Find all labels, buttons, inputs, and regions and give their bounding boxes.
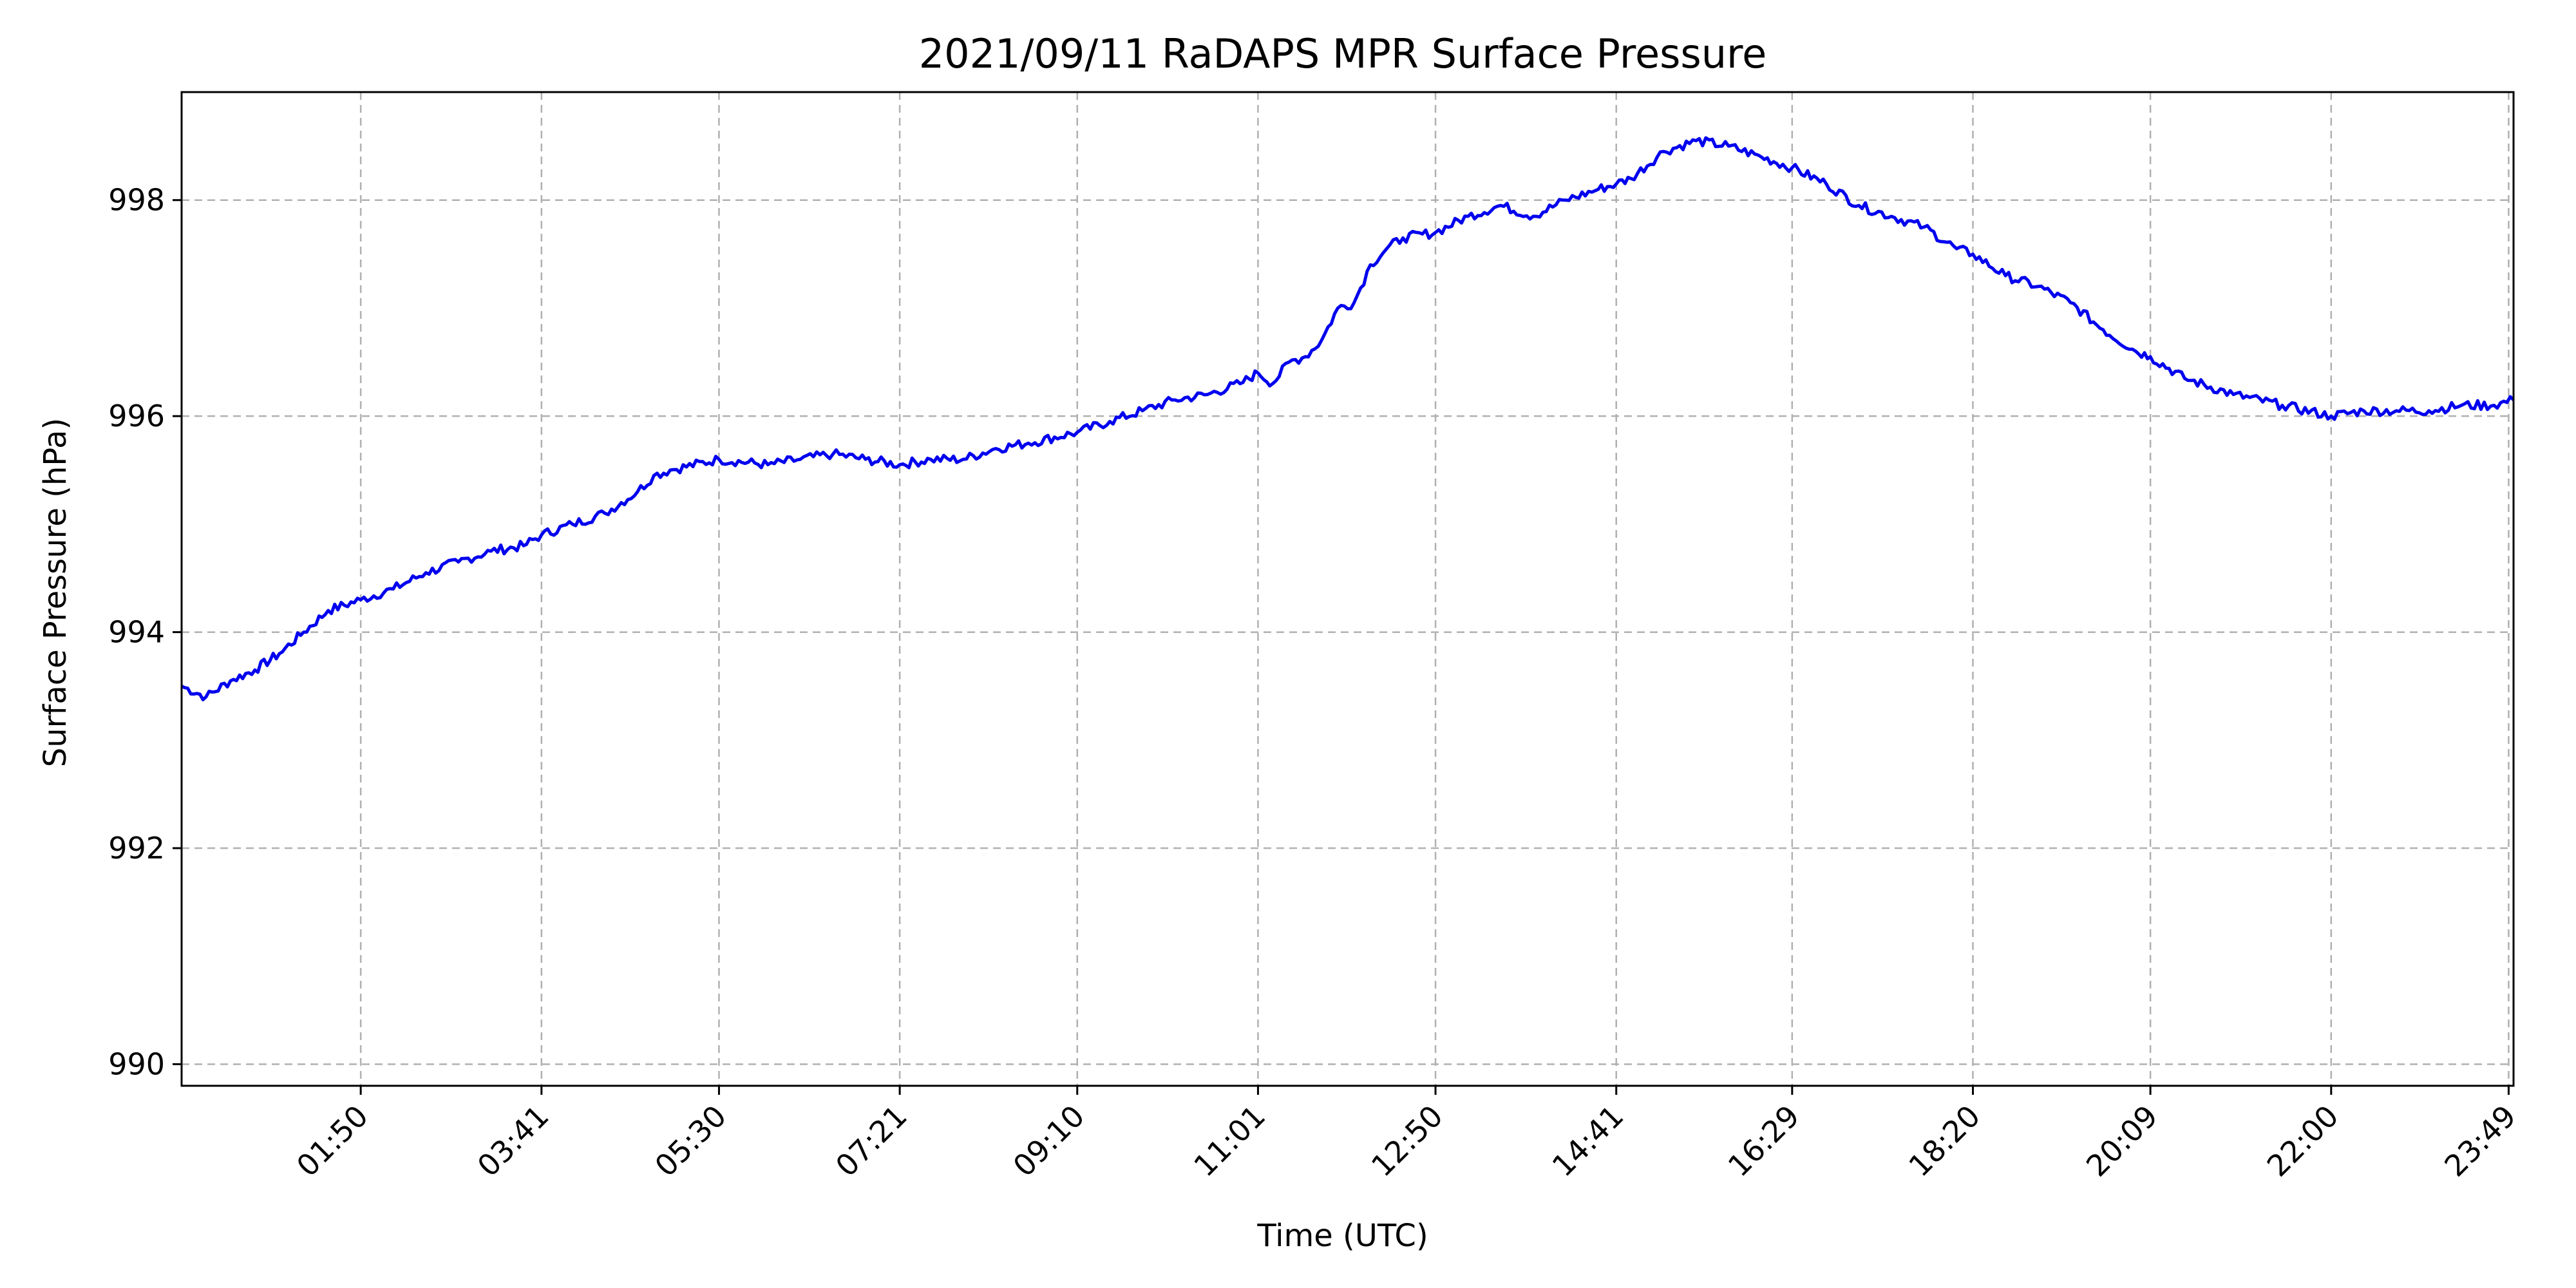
x-tick-label: 16:29 (1721, 1099, 1806, 1184)
x-tick-label: 09:10 (1007, 1099, 1092, 1184)
series-layer (180, 136, 2515, 701)
chart-title: 2021/09/11 RaDAPS MPR Surface Pressure (919, 30, 1767, 77)
x-tick-label: 18:20 (1902, 1099, 1987, 1184)
plot-area-frame (180, 91, 2515, 1087)
x-tick-label: 20:09 (2079, 1099, 2164, 1184)
y-axis-label: Surface Pressure (hPa) (37, 418, 73, 767)
axis-ticks: 990 992 994 996 998 01:50 03:41 05:30 07:21 09:10… (108, 183, 2523, 1184)
x-tick-label: 03:41 (471, 1099, 556, 1184)
x-tick-label: 23:49 (2438, 1099, 2523, 1184)
x-tick-label: 12:50 (1365, 1099, 1450, 1184)
y-tick-label: 998 (108, 183, 165, 218)
series-line (180, 136, 2515, 701)
x-axis-label: Time (UTC) (1256, 1218, 1428, 1254)
x-tick-label: 11:01 (1187, 1099, 1272, 1184)
grid-lines (182, 92, 2514, 1086)
x-tick-label: 07:21 (829, 1099, 914, 1184)
y-tick-label: 992 (108, 831, 165, 866)
y-tick-label: 994 (108, 615, 165, 650)
x-tick-label: 22:00 (2260, 1099, 2345, 1184)
x-tick-label: 01:50 (290, 1099, 375, 1184)
x-tick-label: 14:41 (1546, 1099, 1631, 1184)
y-tick-label: 990 (108, 1046, 165, 1081)
y-tick-label: 996 (108, 399, 165, 433)
x-tick-label: 05:30 (648, 1099, 733, 1184)
